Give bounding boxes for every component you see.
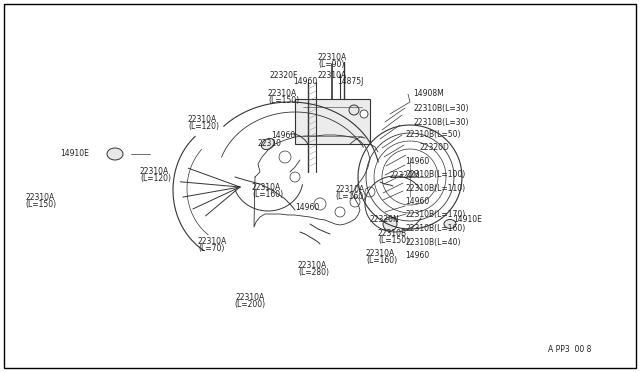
Text: (L=280): (L=280)	[298, 267, 329, 276]
Text: 14960: 14960	[405, 250, 429, 260]
Text: 22310B: 22310B	[378, 230, 407, 238]
Text: 14960: 14960	[293, 77, 317, 86]
Text: (L=120): (L=120)	[140, 174, 171, 183]
Text: A PP3  00 8: A PP3 00 8	[548, 346, 591, 355]
Text: (L=120): (L=120)	[188, 122, 219, 131]
Ellipse shape	[444, 219, 456, 228]
Text: 22310A: 22310A	[198, 237, 227, 247]
Text: 22310B(L=160): 22310B(L=160)	[405, 224, 465, 232]
Text: 22310B(L=30): 22310B(L=30)	[413, 118, 468, 126]
Text: (L=150): (L=150)	[378, 237, 409, 246]
Text: (L=200): (L=200)	[234, 299, 266, 308]
Text: 22310A: 22310A	[236, 292, 264, 301]
Text: 22310A: 22310A	[268, 90, 297, 99]
Text: 14910E: 14910E	[453, 215, 482, 224]
Text: (L=150): (L=150)	[268, 96, 299, 106]
Circle shape	[383, 217, 397, 231]
Text: (L=90): (L=90)	[319, 60, 345, 68]
Circle shape	[365, 187, 375, 197]
Text: (L=160): (L=160)	[252, 189, 283, 199]
Text: 22310: 22310	[258, 140, 282, 148]
Text: (L=150): (L=150)	[25, 199, 56, 208]
Text: 14875J: 14875J	[337, 77, 364, 86]
Text: (L=70): (L=70)	[198, 244, 225, 253]
Text: 22310A: 22310A	[335, 185, 364, 193]
Text: 14960: 14960	[405, 157, 429, 167]
Text: 22310A: 22310A	[298, 260, 327, 269]
Ellipse shape	[107, 148, 123, 160]
Text: 22320N: 22320N	[370, 215, 400, 224]
Text: 22310A: 22310A	[318, 71, 348, 80]
Text: (L=160): (L=160)	[366, 257, 397, 266]
Text: 22310B(L=30): 22310B(L=30)	[413, 103, 468, 112]
Text: 22310A: 22310A	[366, 250, 396, 259]
Text: 22310B(L=110): 22310B(L=110)	[405, 183, 465, 192]
Text: 14908M: 14908M	[413, 90, 444, 99]
Text: 22310B(L=50): 22310B(L=50)	[405, 131, 461, 140]
Text: 22320M: 22320M	[390, 171, 420, 180]
Text: 14910E: 14910E	[60, 150, 89, 158]
Circle shape	[335, 207, 345, 217]
Circle shape	[290, 172, 300, 182]
Text: 22310A: 22310A	[25, 192, 54, 202]
Bar	[295, 99, 370, 144]
Text: (L=160): (L=160)	[335, 192, 366, 201]
Text: 22310B(L=40): 22310B(L=40)	[405, 237, 461, 247]
Text: 22310A: 22310A	[140, 167, 169, 176]
Text: 22320D: 22320D	[420, 144, 450, 153]
Text: 14960: 14960	[405, 198, 429, 206]
Circle shape	[279, 151, 291, 163]
Circle shape	[360, 110, 368, 118]
Text: 22310A: 22310A	[252, 183, 281, 192]
Text: 22310A: 22310A	[317, 52, 347, 61]
Ellipse shape	[262, 138, 275, 150]
Circle shape	[350, 197, 360, 207]
Text: 22310A: 22310A	[188, 115, 217, 124]
Text: 22320F: 22320F	[270, 71, 298, 80]
Text: 14960: 14960	[295, 202, 319, 212]
Text: 22310B(L=100): 22310B(L=100)	[405, 170, 465, 180]
Text: 14960: 14960	[271, 131, 295, 140]
Circle shape	[349, 105, 359, 115]
Circle shape	[314, 198, 326, 210]
Text: 22310B(L=170): 22310B(L=170)	[405, 211, 465, 219]
